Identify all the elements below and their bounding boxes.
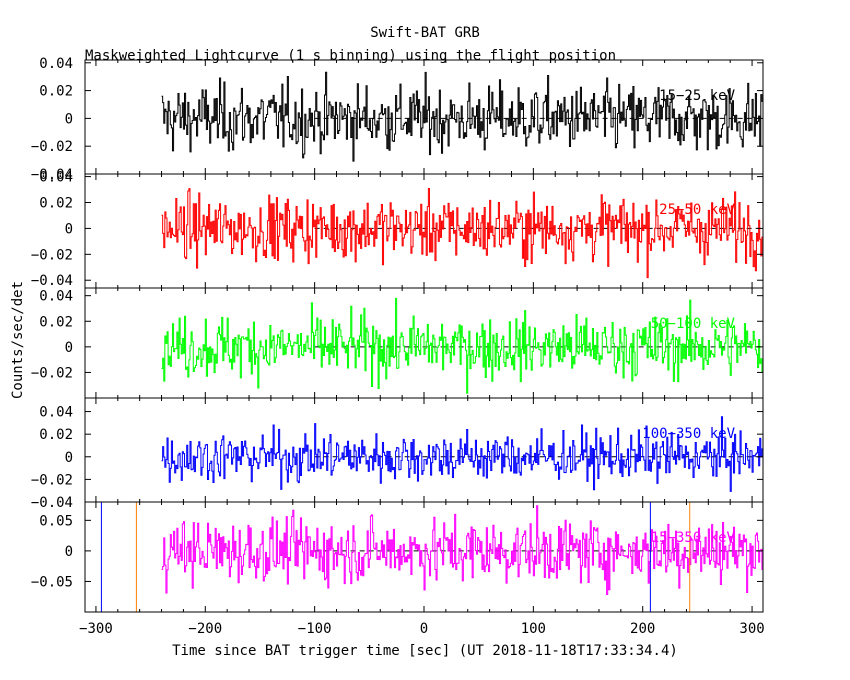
y-tick-label: −0.02 (31, 472, 73, 488)
energy-band-label: 25−50 keV (659, 202, 735, 218)
y-tick-label: −0.02 (31, 139, 73, 155)
lightcurve-panel: −0.04 −0.02 0 0.02 0.04 100−350 keV (31, 397, 764, 511)
y-tick-label: 0.02 (39, 84, 73, 100)
x-tick-label: 300 (739, 621, 764, 637)
y-tick-label: 0.02 (39, 196, 73, 212)
y-tick-label: 0.04 (39, 56, 73, 72)
y-tick-label: −0.04 (31, 273, 73, 289)
chart-title: Swift-BAT GRB (370, 25, 480, 41)
x-tick-label: 200 (630, 621, 655, 637)
plot-area: −0.04 −0.02 0 0.02 0.04 15−25 keV −0.04 −0.02 0 0… (31, 56, 765, 637)
y-axis-label: Counts/sec/det (10, 281, 26, 399)
energy-band-label: 100−350 keV (642, 426, 735, 442)
y-tick-label: −0.05 (31, 574, 73, 590)
energy-band-label: 15−25 keV (659, 88, 735, 104)
x-tick-label: −300 (79, 621, 113, 637)
y-tick-label: −0.02 (31, 247, 73, 263)
x-tick-label: 0 (420, 621, 428, 637)
y-tick-label: 0 (65, 450, 73, 466)
y-tick-label: −0.02 (31, 365, 73, 381)
y-tick-label: 0.04 (39, 405, 73, 421)
y-tick-label: 0 (65, 221, 73, 237)
y-tick-label: −0.04 (31, 495, 73, 511)
y-tick-label: 0.02 (39, 314, 73, 330)
chart-subtitle: Maskweighted Lightcurve (1 s binning) us… (85, 48, 616, 64)
y-tick-label: 0.05 (39, 513, 73, 529)
x-tick-label: −100 (298, 621, 332, 637)
y-tick-label: 0.04 (39, 170, 73, 186)
lightcurve-panel: −0.04 −0.02 0 0.02 0.04 15−25 keV (31, 56, 764, 183)
series-line (161, 416, 763, 492)
x-axis-label: Time since BAT trigger time [sec] (UT 20… (172, 643, 678, 659)
series-line (161, 187, 763, 279)
lightcurve-panel: −0.04 −0.02 0 0.02 0.04 25−50 keV (31, 170, 764, 289)
series-line (161, 71, 763, 162)
lightcurve-panel: −0.05 0 0.05 15−350 keV (31, 501, 764, 613)
series-line (161, 505, 763, 596)
y-tick-label: 0 (65, 340, 73, 356)
series-line (161, 297, 763, 394)
x-tick-label: −200 (188, 621, 222, 637)
energy-band-label: 50−100 keV (651, 316, 736, 332)
y-tick-label: 0 (65, 544, 73, 560)
y-tick-label: 0.04 (39, 289, 73, 305)
energy-band-label: 15−350 keV (651, 530, 736, 546)
lightcurve-panel: −0.02 0 0.02 0.04 50−100 keV (31, 287, 764, 399)
x-tick-label: 100 (521, 621, 546, 637)
y-tick-label: 0 (65, 111, 73, 127)
y-tick-label: −0.04 (31, 167, 73, 183)
y-tick-label: 0.02 (39, 427, 73, 443)
